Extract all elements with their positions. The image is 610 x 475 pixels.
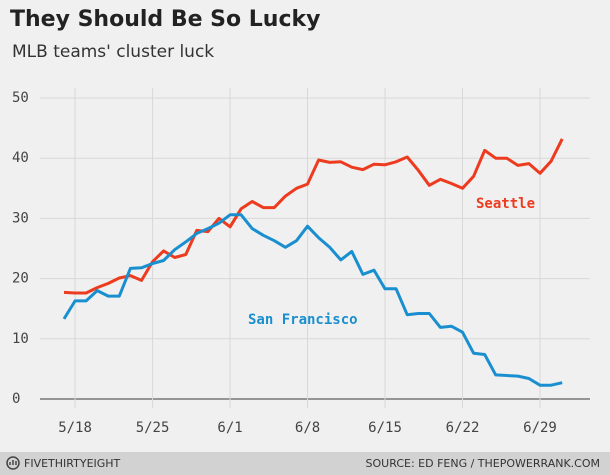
x-tick-label: 5/18	[58, 420, 92, 436]
series-label: Seattle	[476, 196, 535, 212]
series-line	[63, 138, 564, 295]
y-tick-label: 20	[12, 271, 29, 287]
y-tick-label: 10	[12, 331, 29, 347]
y-tick-label: 30	[12, 210, 29, 226]
footer-bar	[0, 452, 610, 475]
x-tick-label: 5/25	[136, 420, 170, 436]
x-tick-label: 6/29	[523, 420, 557, 436]
chart-subtitle: MLB teams' cluster luck	[12, 42, 214, 62]
grid: 0 10 20 30 40 50 5/18 5/25 6/1 6/8 6/15 6/22 6/29	[12, 88, 590, 436]
y-tick-label: 50	[12, 90, 29, 106]
chart-title: They Should Be So Lucky	[10, 7, 320, 32]
y-tick-label: 0	[12, 391, 20, 407]
series-line	[62, 213, 563, 387]
x-tick-label: 6/8	[295, 420, 320, 436]
lines	[62, 138, 564, 387]
brand-logo	[6, 456, 20, 470]
footer-brand: FIVETHIRTYEIGHT	[24, 457, 121, 470]
y-tick-label: 40	[12, 150, 29, 166]
footer-source: SOURCE: ED FENG / THEPOWERRANK.COM	[366, 457, 600, 470]
x-tick-label: 6/22	[446, 420, 480, 436]
x-tick-label: 6/15	[368, 420, 402, 436]
x-tick-label: 6/1	[217, 420, 242, 436]
series-label: San Francisco	[248, 312, 358, 328]
